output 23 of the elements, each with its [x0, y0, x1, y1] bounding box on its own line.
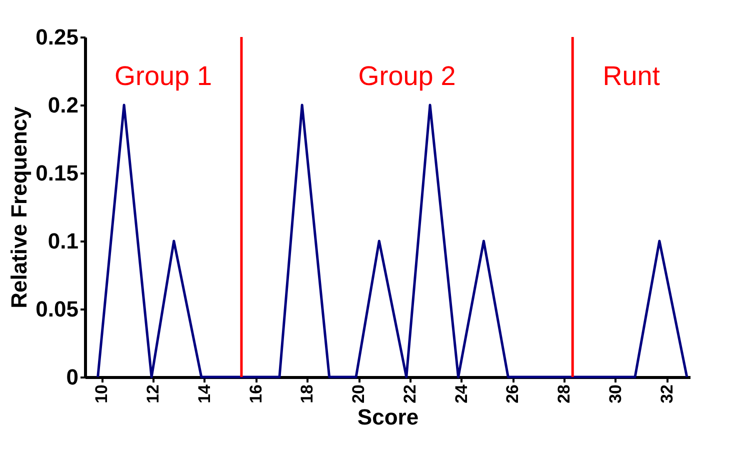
- y-tick-label: 0.1: [48, 228, 78, 254]
- y-tick-label: 0.15: [36, 160, 78, 186]
- y-tick-label: 0.25: [36, 24, 78, 50]
- x-tick-label: 30: [606, 384, 625, 404]
- x-tick-label: 12: [144, 384, 163, 404]
- x-tick-label: 16: [246, 384, 266, 404]
- y-axis-title: Relative Frequency: [6, 106, 32, 308]
- x-tick-label: 18: [298, 384, 317, 404]
- y-tick-label: 0.05: [36, 296, 78, 322]
- x-tick-label: 26: [503, 384, 522, 404]
- x-tick-label: 28: [554, 384, 574, 404]
- x-tick-label: 22: [400, 384, 420, 404]
- x-tick-label: 10: [92, 384, 112, 404]
- x-tick-label: 20: [349, 384, 368, 404]
- x-tick-label: 32: [657, 384, 676, 404]
- y-tick-label: 0: [66, 364, 78, 390]
- x-tick-label: 24: [452, 384, 471, 404]
- annotation: Runt: [602, 61, 660, 91]
- x-axis-title: Score: [357, 404, 419, 430]
- x-tick-label: 14: [194, 384, 214, 404]
- annotation: Group 1: [114, 61, 212, 91]
- y-tick-label: 0.2: [48, 92, 78, 118]
- annotation: Group 2: [358, 61, 456, 91]
